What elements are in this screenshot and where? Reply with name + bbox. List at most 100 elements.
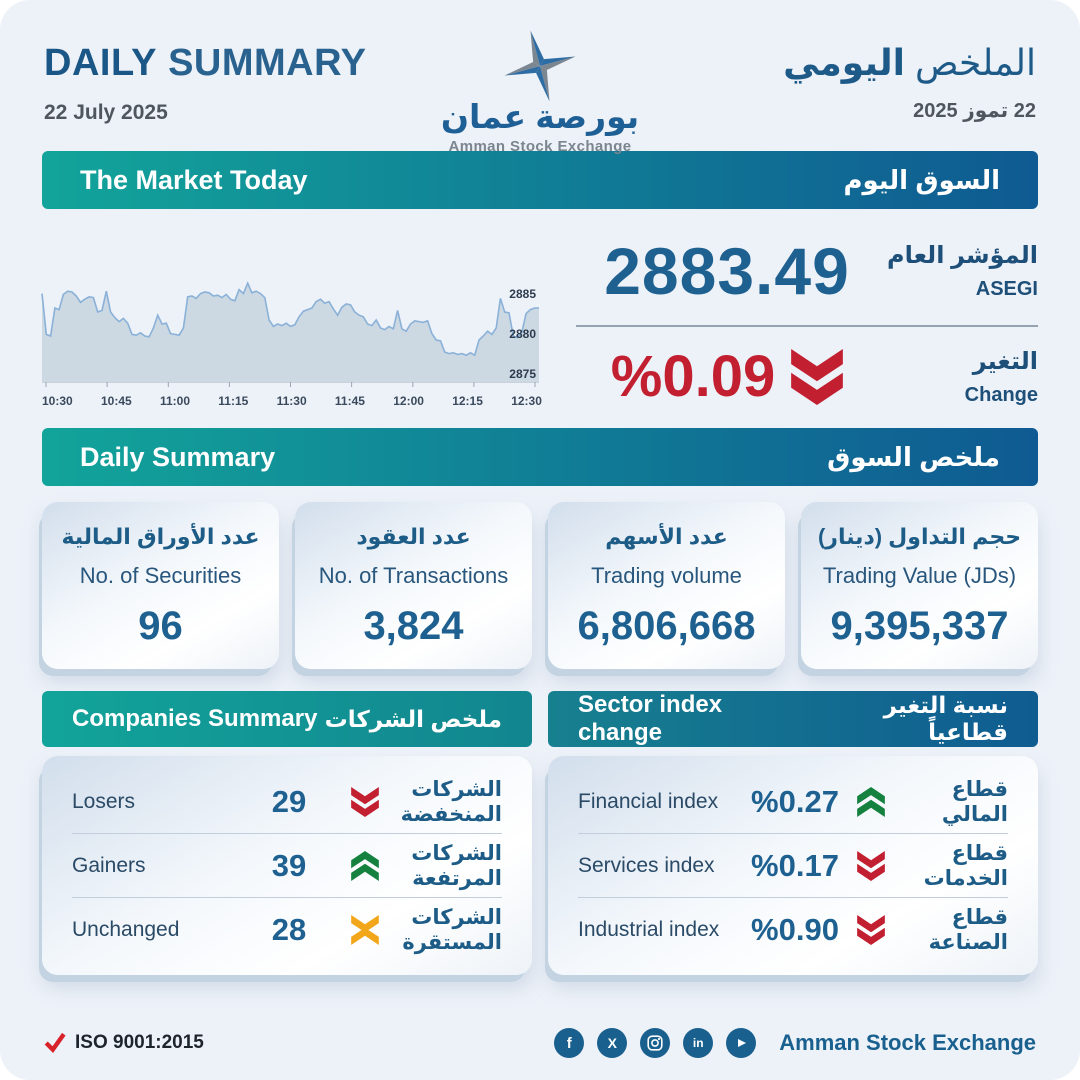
page-title-ar-regular: الملخص [914,42,1036,83]
chart-svg [41,281,539,387]
chart-area-fill [42,283,539,382]
companies-row-losers: Losers 29 الشركات المنخفضة [72,770,502,833]
market-section: 2885 2880 2875 10:30 10:45 11:00 11:15 1… [41,229,1038,410]
chart-x-tick: 10:30 [42,394,73,408]
chart-x-tick: 11:30 [276,394,307,408]
sector-row-industrial: Industrial index %0.90 قطاع الصناعة [578,897,1008,961]
youtube-icon[interactable] [726,1028,757,1058]
row-label-ar: قطاع الصناعة [928,905,1008,954]
row-label-ar: قطاع الخدمات [923,841,1008,890]
bottom-panels: Companies Summary ملخص الشركات Losers 29… [42,691,1038,975]
row-value: %0.17 [751,847,839,883]
chart-line [41,281,539,357]
stat-label-ar: عدد الأسهم [605,524,728,549]
index-value: 2883.49 [604,234,850,308]
date-ar: 22 تموز 2025 [913,100,1036,122]
row-value: 28 [271,911,307,947]
stat-label-en: No. of Securities [79,563,242,588]
x-twitter-icon[interactable]: X [597,1028,628,1058]
stat-cards: عدد الأوراق المالية No. of Securities 96… [42,502,1038,669]
index-label-en: ASEGI [975,278,1038,300]
chart-x-tick: 10:45 [100,394,132,408]
change-value: %0.09 [610,344,776,409]
row-label-en: Gainers [72,853,146,877]
chart-x-tick: 11:45 [334,394,365,408]
row-label-ar: الشركات المستقرة [402,905,502,954]
sector-row-services: Services index %0.17 قطاع الخدمات [578,833,1008,897]
row-label-ar: الشركات المنخفضة [400,777,502,826]
row-value: %0.90 [751,911,839,947]
sector-index-body: Financial index %0.27 قطاع المالي Servic… [548,756,1038,975]
stat-card-securities: عدد الأوراق المالية No. of Securities 96 [42,502,279,669]
chart-y-tick: 2880 [509,327,536,341]
stat-label-en: Trading Value (JDs) [822,563,1017,588]
stat-label-en: Trading volume [591,563,742,588]
change-group: %0.09 [576,343,878,410]
change-label-en: Change [964,383,1038,406]
row-value: %0.27 [751,783,839,819]
iso-certification: ISO 9001:2015 [44,1032,204,1054]
stat-card-trading-volume: عدد الأسهم Trading volume 6,806,668 [548,502,785,669]
market-today-banner-en: The Market Today [80,164,308,195]
companies-header-ar: ملخص الشركات [324,705,502,732]
linkedin-icon[interactable]: in [683,1028,714,1058]
header: DAILY SUMMARY 22 July 2025 بورصة عمان Am… [0,0,1080,155]
logo-text-ar: بورصة عمان [440,98,640,135]
chart-x-labels: 10:30 10:45 11:00 11:15 11:30 11:45 12:0… [42,394,542,408]
ase-star-icon [504,30,576,102]
stat-label-ar: عدد الأوراق المالية [61,524,260,549]
double-chevron-up-icon [840,786,902,817]
row-value: 39 [271,847,307,883]
companies-summary-body: Losers 29 الشركات المنخفضة Gainers 39 ال… [42,756,532,975]
sector-header-ar: نسبة التغير قطاعياً [883,692,1008,745]
row-label-en: Losers [72,789,136,813]
companies-header-en: Companies Summary [72,705,318,732]
row-label-en: Unchanged [72,917,180,941]
daily-summary-banner: Daily Summary ملخص السوق [42,428,1038,486]
stat-value: 96 [138,604,183,648]
row-label-en: Services index [578,853,715,877]
chart-x-ticks [45,382,536,387]
chart-x-tick: 12:00 [393,394,424,408]
stat-value: 9,395,337 [830,604,1009,648]
stat-label-ar: حجم التداول (دينار) [817,524,1022,549]
sector-header-en: Sector index change [578,691,723,746]
stat-label-ar: عدد العقود [356,524,471,549]
daily-summary-banner-en: Daily Summary [80,441,276,472]
sector-row-financial: Financial index %0.27 قطاع المالي [578,770,1008,833]
stat-label-en: No. of Transactions [318,563,509,588]
row-label-en: Industrial index [578,917,720,941]
row-label-ar: قطاع المالي [941,777,1008,826]
page-title-ar-bold: اليومي [783,42,905,83]
footer: ISO 9001:2015 f X in Amman Stock Exchang… [44,1028,1036,1058]
companies-row-gainers: Gainers 39 الشركات المرتفعة [72,833,502,897]
sector-index-panel: Sector index change نسبة التغير قطاعياً … [548,691,1038,975]
facebook-icon[interactable]: f [554,1028,585,1058]
index-panel: 2883.49 المؤشر العام ASEGI %0.09 التغير [576,229,1038,410]
chart-x-tick: 11:15 [218,394,249,408]
companies-summary-panel: Companies Summary ملخص الشركات Losers 29… [42,691,532,975]
market-today-banner-ar: السوق اليوم [843,164,1000,195]
index-intraday-chart: 2885 2880 2875 10:30 10:45 11:00 11:15 1… [41,229,542,410]
chart-x-tick: 11:00 [159,394,190,408]
index-label-ar: المؤشر العام [887,242,1038,269]
stat-card-trading-value: حجم التداول (دينار) Trading Value (JDs) … [801,502,1038,669]
row-label-en: Financial index [578,789,719,813]
logo-text-en: Amman Stock Exchange [448,138,632,155]
title-block-en: DAILY SUMMARY 22 July 2025 [44,42,367,125]
double-chevron-up-icon [334,850,396,881]
page-title-ar: الملخص اليومي [783,42,1036,84]
index-divider [576,325,1038,327]
page-title-en-bold: DAILY [44,42,158,84]
title-block-ar: الملخص اليومي 22 تموز 2025 [783,42,1036,123]
iso-label: ISO 9001:2015 [75,1032,204,1053]
double-chevron-down-icon [334,786,396,817]
stat-value: 3,824 [363,604,464,648]
row-label-ar: الشركات المرتفعة [411,841,502,890]
index-labels: المؤشر العام ASEGI [878,241,1038,301]
instagram-icon[interactable] [640,1028,671,1058]
ase-logo: بورصة عمان Amman Stock Exchange [430,26,650,155]
chart-y-tick: 2885 [509,287,536,301]
footer-brand: Amman Stock Exchange [779,1030,1036,1055]
